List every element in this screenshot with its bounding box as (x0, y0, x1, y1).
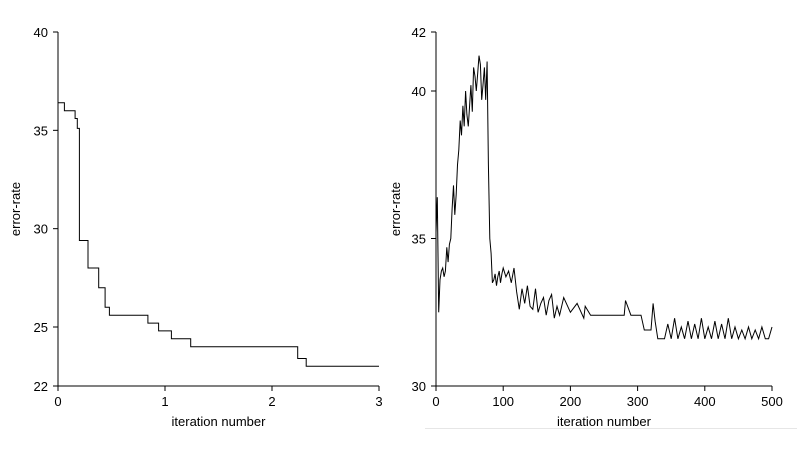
y-tick-label: 22 (34, 379, 48, 394)
y-tick-label: 35 (34, 123, 48, 138)
x-tick-label: 2 (268, 394, 275, 409)
series-line (58, 102, 379, 367)
x-axis-label: iteration number (172, 414, 267, 429)
x-tick-label: 500 (761, 394, 783, 409)
x-tick-label: 200 (560, 394, 582, 409)
left-chart: 0 1 2 3 22 25 30 35 40 iteration number error-rate (8, 25, 383, 429)
x-axis-label: iteration number (557, 414, 652, 429)
y-axis-label: error-rate (8, 182, 23, 236)
y-tick-label: 40 (412, 84, 426, 99)
x-tick-label: 3 (375, 394, 382, 409)
y-tick-label: 42 (412, 25, 426, 40)
y-tick-label: 35 (412, 232, 426, 247)
x-tick-label: 0 (54, 394, 61, 409)
x-tick-label: 300 (627, 394, 649, 409)
y-tick-label: 30 (34, 222, 48, 237)
x-tick-label: 400 (694, 394, 716, 409)
x-tick-label: 0 (432, 394, 439, 409)
y-tick-label: 40 (34, 25, 48, 40)
y-axis-label: error-rate (388, 182, 403, 236)
bottom-divider (425, 428, 797, 429)
right-chart: 0 100 200 300 400 500 30 35 40 42 iteration number… (388, 25, 783, 429)
series-line (435, 55, 773, 341)
y-tick-label: 25 (34, 320, 48, 335)
x-tick-label: 1 (161, 394, 168, 409)
y-tick-label: 30 (412, 379, 426, 394)
x-tick-label: 100 (492, 394, 514, 409)
